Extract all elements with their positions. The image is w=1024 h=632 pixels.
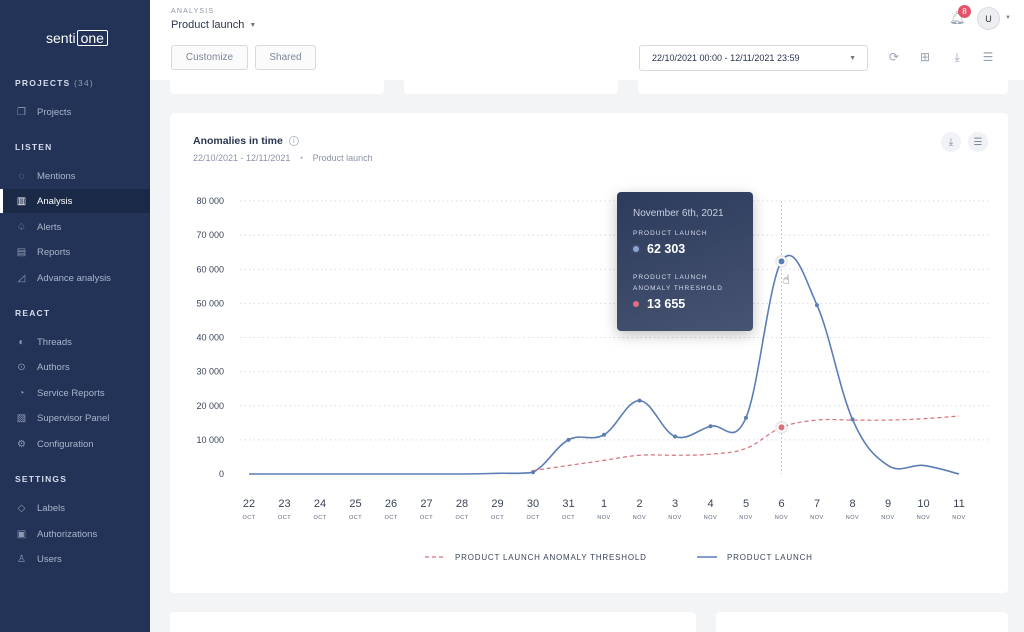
sidebar-item-label: Users bbox=[37, 553, 62, 565]
chat-bubble-icon: ◌ bbox=[18, 170, 25, 182]
date-range-value: 22/10/2021 00:00 - 12/11/2021 23:59 bbox=[652, 53, 800, 63]
sidebar-item-label: Mentions bbox=[37, 170, 76, 182]
section-listen: LISTEN bbox=[15, 142, 53, 152]
sidebar-item-advance-analysis[interactable]: ◿ Advance analysis bbox=[0, 266, 150, 290]
tooltip-value-launch-text: 62 303 bbox=[647, 242, 686, 256]
panel-bottom-1 bbox=[170, 612, 696, 632]
sidebar-item-label: Alerts bbox=[37, 221, 62, 233]
sidebar-item-label: Service Reports bbox=[37, 387, 105, 399]
logo-text-one: one bbox=[76, 30, 108, 46]
heart-icon bbox=[633, 301, 639, 307]
service-report-icon: ◔ bbox=[18, 387, 25, 399]
sidebar-item-label: Configuration bbox=[37, 438, 94, 450]
card-title: Anomalies in time i bbox=[193, 135, 299, 147]
date-range-select[interactable]: 22/10/2021 00:00 - 12/11/2021 23:59 ▼ bbox=[639, 45, 868, 71]
chart-tooltip: November 6th, 2021 PRODUCT LAUNCH 62 303… bbox=[617, 192, 753, 331]
projects-count: (34) bbox=[73, 78, 94, 88]
sidebar-item-analysis[interactable]: ▥ Analysis bbox=[0, 189, 150, 213]
anomalies-card: Anomalies in time i 22/10/2021 - 12/11/2… bbox=[170, 113, 1008, 593]
sidebar-item-alerts[interactable]: ♤ Alerts bbox=[0, 215, 150, 239]
sidebar-item-label: Labels bbox=[37, 502, 65, 514]
customize-button[interactable]: Customize bbox=[171, 45, 248, 70]
card-title-text: Anomalies in time bbox=[193, 135, 283, 147]
sidebar-item-label: Projects bbox=[37, 106, 72, 118]
tag-icon: ◇ bbox=[17, 502, 26, 514]
sentione-logo[interactable]: senti one bbox=[46, 30, 108, 46]
breadcrumb-section: ANALYSIS bbox=[171, 8, 215, 15]
bar-chart-icon: ▥ bbox=[16, 195, 27, 207]
line-chart-icon: ◿ bbox=[17, 272, 26, 284]
document-icon: ▤ bbox=[16, 246, 27, 258]
logo-text-senti: senti bbox=[46, 30, 76, 46]
avatar-chevron-down-icon[interactable]: ▼ bbox=[1005, 15, 1011, 21]
sidebar-item-users[interactable]: ♙ Users bbox=[0, 547, 150, 571]
thread-icon: ◐ bbox=[18, 336, 25, 348]
shared-button[interactable]: Shared bbox=[255, 45, 316, 70]
sidebar-item-mentions[interactable]: ◌ Mentions bbox=[0, 164, 150, 188]
chevron-down-icon: ▼ bbox=[849, 54, 856, 62]
info-icon[interactable]: i bbox=[288, 136, 299, 146]
panel-top-2 bbox=[404, 80, 618, 94]
grid-icon[interactable]: ⊞ bbox=[919, 50, 931, 64]
project-selector[interactable]: Product launch ▼ bbox=[171, 19, 256, 31]
sidebar-item-label: Supervisor Panel bbox=[37, 412, 110, 424]
chevron-down-icon: ▼ bbox=[249, 21, 257, 29]
section-react: REACT bbox=[15, 308, 51, 318]
shield-icon: ▣ bbox=[16, 528, 27, 540]
project-name: Product launch bbox=[171, 19, 245, 31]
sidebar-item-labels[interactable]: ◇ Labels bbox=[0, 496, 150, 520]
sidebar-item-service-reports[interactable]: ◔ Service Reports bbox=[0, 381, 150, 405]
tooltip-value-launch: 62 303 bbox=[633, 242, 685, 256]
card-date-range: 22/10/2021 - 12/11/2021 bbox=[193, 153, 291, 163]
separator-dot: • bbox=[299, 153, 304, 163]
sidebar-item-label: Threads bbox=[37, 336, 72, 348]
launch-dot-icon bbox=[633, 246, 639, 252]
card-subtitle: 22/10/2021 - 12/11/2021 • Product launch bbox=[193, 153, 373, 163]
sidebar-item-supervisor-panel[interactable]: ▧ Supervisor Panel bbox=[0, 406, 150, 430]
refresh-icon[interactable]: ⟳ bbox=[888, 50, 900, 64]
sidebar-item-label: Reports bbox=[37, 246, 71, 258]
projects-icon: ❐ bbox=[17, 106, 26, 118]
sidebar-item-label: Advance analysis bbox=[37, 272, 111, 284]
header: ANALYSIS Product launch ▼ Customize Shar… bbox=[150, 0, 1024, 80]
panel-top-1 bbox=[170, 80, 384, 94]
sidebar-item-authors[interactable]: ⊙ Authors bbox=[0, 355, 150, 379]
panel-top-3 bbox=[638, 80, 1008, 94]
card-project: Product launch bbox=[312, 153, 373, 163]
notification-badge: 8 bbox=[958, 5, 971, 18]
sidebar-item-configuration[interactable]: ⚙ Configuration bbox=[0, 432, 150, 456]
sidebar-item-label: Authors bbox=[37, 361, 70, 373]
filter-icon[interactable]: ☰ bbox=[982, 50, 994, 64]
download-icon[interactable]: ⤓ bbox=[954, 49, 960, 64]
avatar[interactable]: U bbox=[977, 7, 1000, 30]
card-filter-icon[interactable]: ☰ bbox=[968, 132, 988, 152]
tooltip-label-launch: PRODUCT LAUNCH bbox=[633, 230, 708, 237]
section-projects: PROJECTS (34) bbox=[15, 78, 94, 88]
tooltip-label-threshold: PRODUCT LAUNCH ANOMALY THRESHOLD bbox=[633, 274, 723, 292]
sidebar-item-label: Authorizations bbox=[37, 528, 98, 540]
bell-icon: ♤ bbox=[17, 221, 26, 233]
supervisor-icon: ▧ bbox=[16, 412, 27, 424]
section-label: PROJECTS bbox=[15, 78, 71, 88]
tooltip-date: November 6th, 2021 bbox=[633, 208, 724, 219]
author-icon: ⊙ bbox=[17, 361, 26, 373]
sidebar: senti one PROJECTS (34) ❐ Projects LISTEN… bbox=[0, 0, 150, 632]
panel-bottom-2 bbox=[716, 612, 1008, 632]
gear-icon: ⚙ bbox=[17, 438, 26, 450]
section-settings: SETTINGS bbox=[15, 474, 68, 484]
user-icon: ♙ bbox=[17, 553, 26, 565]
sidebar-item-projects[interactable]: ❐ Projects bbox=[0, 100, 150, 124]
sidebar-item-threads[interactable]: ◐ Threads bbox=[0, 330, 150, 354]
tooltip-value-threshold: 13 655 bbox=[633, 297, 685, 311]
tooltip-value-threshold-text: 13 655 bbox=[647, 297, 686, 311]
sidebar-item-reports[interactable]: ▤ Reports bbox=[0, 240, 150, 264]
sidebar-item-authorizations[interactable]: ▣ Authorizations bbox=[0, 522, 150, 546]
sidebar-item-label: Analysis bbox=[37, 195, 73, 207]
card-download-icon[interactable]: ⤓ bbox=[941, 132, 961, 152]
